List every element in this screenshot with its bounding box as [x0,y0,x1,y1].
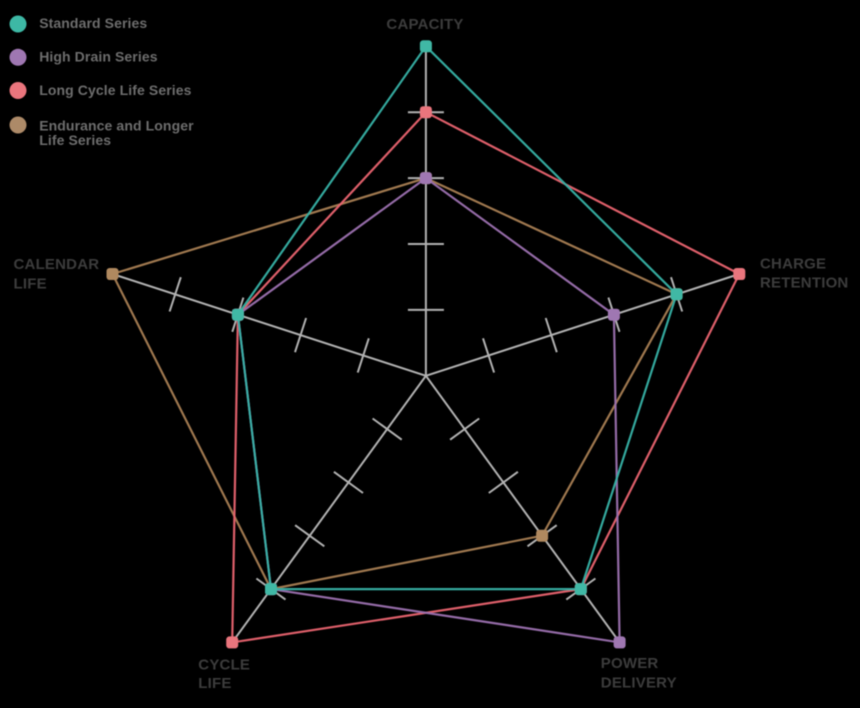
svg-text:CAPACITY: CAPACITY [386,16,463,33]
svg-text:Life Series: Life Series [39,132,111,148]
svg-text:High Drain Series: High Drain Series [39,48,158,64]
svg-text:Endurance and Longer: Endurance and Longer [39,117,194,133]
svg-text:CYCLE: CYCLE [198,657,250,674]
svg-text:CALENDAR: CALENDAR [14,256,100,273]
svg-text:LIFE: LIFE [14,276,47,293]
svg-text:Long Cycle Life Series: Long Cycle Life Series [39,82,191,98]
svg-text:Standard Series: Standard Series [39,15,147,31]
svg-text:DELIVERY: DELIVERY [601,674,677,691]
svg-text:CHARGE: CHARGE [760,256,826,273]
svg-text:LIFE: LIFE [198,675,231,692]
svg-text:RETENTION: RETENTION [760,275,848,292]
svg-text:POWER: POWER [601,655,659,672]
